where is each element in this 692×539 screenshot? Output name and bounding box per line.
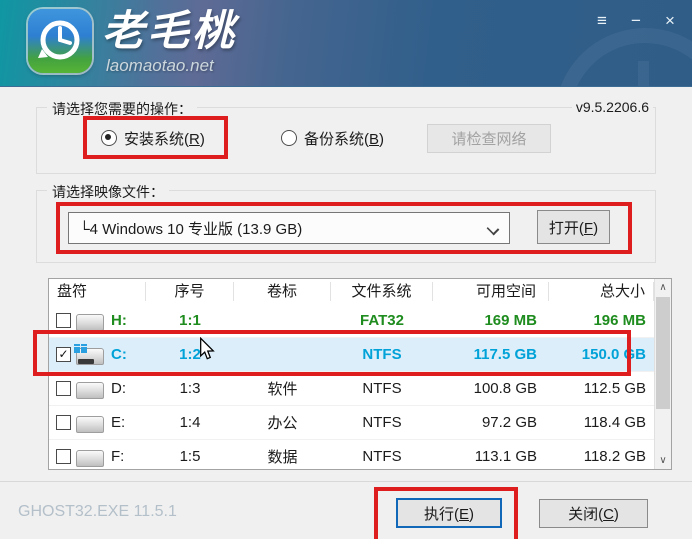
drive-icon: [76, 450, 104, 467]
image-file-value: └4 Windows 10 专业版 (13.9 GB): [79, 220, 303, 238]
drive-icon: [76, 382, 104, 399]
image-file-group-title: 请选择映像文件：: [47, 182, 169, 202]
col-label[interactable]: 卷标: [234, 282, 331, 301]
col-filesystem[interactable]: 文件系统: [331, 282, 433, 301]
drive-icon: [76, 416, 104, 433]
mouse-cursor-icon: [198, 336, 216, 366]
col-drive[interactable]: 盘符: [49, 282, 146, 301]
close-button[interactable]: 关闭(C): [539, 499, 648, 528]
table-header-row: 盘符 序号 卷标 文件系统 可用空间 总大小: [49, 279, 671, 304]
checkbox[interactable]: [56, 381, 71, 396]
partition-table: 盘符 序号 卷标 文件系统 可用空间 总大小 H: 1:1 FAT32 169 …: [48, 278, 672, 474]
checkbox-checked[interactable]: [56, 347, 71, 362]
scrollbar-thumb[interactable]: [656, 297, 670, 409]
windows-logo-icon: [74, 344, 87, 353]
col-free-space[interactable]: 可用空间: [433, 282, 549, 301]
version-label: v9.5.2206.6: [571, 99, 653, 115]
table-row-d[interactable]: D: 1:3 软件 NTFS 100.8 GB 112.5 GB: [49, 372, 671, 406]
checkbox[interactable]: [56, 449, 71, 464]
close-icon[interactable]: ×: [665, 11, 675, 30]
backup-system-radio[interactable]: 备份系统(B): [281, 123, 384, 153]
execute-button[interactable]: 执行(E): [396, 498, 502, 528]
radio-unselected-icon: [281, 130, 297, 146]
check-network-button[interactable]: 请检查网络: [427, 124, 551, 153]
scroll-up-icon[interactable]: ∧: [659, 282, 667, 293]
operation-group-title: 请选择您需要的操作：: [47, 99, 197, 119]
install-system-radio[interactable]: 安装系统(R): [101, 123, 205, 153]
menu-icon[interactable]: ≡: [597, 11, 607, 30]
title-bar: 老毛桃 laomaotao.net ≡ − ×: [0, 0, 692, 87]
operation-groupbox: 请选择您需要的操作： v9.5.2206.6: [36, 99, 656, 174]
checkbox[interactable]: [56, 415, 71, 430]
minimize-icon[interactable]: −: [631, 11, 641, 30]
footer-divider: [0, 481, 692, 482]
brand-domain: laomaotao.net: [106, 56, 214, 75]
col-total-size[interactable]: 总大小: [549, 282, 654, 301]
image-file-groupbox: 请选择映像文件：: [36, 182, 656, 263]
watermark-clock-icon: [555, 28, 692, 86]
brand-title: 老毛桃: [102, 6, 238, 55]
drive-icon: [76, 314, 104, 331]
image-file-combobox[interactable]: └4 Windows 10 专业版 (13.9 GB): [68, 212, 510, 244]
laomaotao-logo-icon: [28, 9, 92, 73]
table-row-c-selected[interactable]: C: 1:2 NTFS 117.5 GB 150.0 GB: [49, 338, 671, 372]
col-index[interactable]: 序号: [146, 282, 234, 301]
open-button[interactable]: 打开(F): [537, 210, 610, 244]
radio-selected-icon: [101, 130, 117, 146]
scroll-down-icon[interactable]: ∨: [659, 455, 667, 466]
table-row-h[interactable]: H: 1:1 FAT32 169 MB 196 MB: [49, 304, 671, 338]
backup-system-label: 备份系统(B): [304, 130, 385, 148]
system-drive-icon: [74, 344, 104, 365]
checkbox[interactable]: [56, 313, 71, 328]
install-system-label: 安装系统(R): [124, 130, 205, 148]
window-controls: ≡ − ×: [592, 10, 680, 32]
chevron-down-icon: [486, 222, 500, 236]
table-scrollbar[interactable]: ∧ ∨: [654, 279, 671, 469]
table-row-f[interactable]: F: 1:5 数据 NTFS 113.1 GB 118.2 GB: [49, 440, 671, 474]
table-row-e[interactable]: E: 1:4 办公 NTFS 97.2 GB 118.4 GB: [49, 406, 671, 440]
ghost-version-status: GHOST32.EXE 11.5.1: [18, 503, 177, 520]
